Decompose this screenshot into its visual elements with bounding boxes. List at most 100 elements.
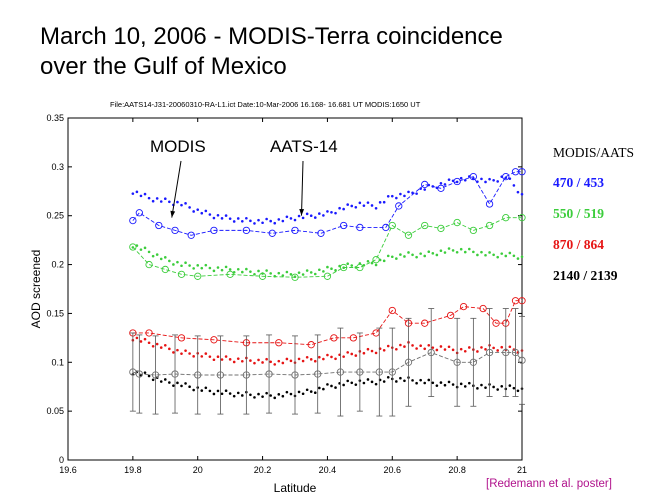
data-point-aats-2139 xyxy=(220,392,224,396)
data-point-aats-2139 xyxy=(516,389,520,393)
data-point-aats-519 xyxy=(382,259,386,263)
data-point-aats-864 xyxy=(508,345,512,349)
marker-modis-470 xyxy=(135,209,143,217)
data-point-aats-864 xyxy=(480,346,483,349)
data-point-aats-453 xyxy=(176,200,179,204)
data-point-aats-2139 xyxy=(261,395,264,398)
data-point-aats-519 xyxy=(318,268,321,272)
data-point-aats-2139 xyxy=(419,378,422,382)
data-point-aats-864 xyxy=(232,360,236,364)
data-point-aats-519 xyxy=(431,252,435,255)
data-point-aats-2139 xyxy=(212,392,216,396)
data-point-aats-2139 xyxy=(228,392,232,395)
data-point-aats-519 xyxy=(488,251,491,254)
marker-modis-870 xyxy=(518,297,526,305)
data-point-aats-2139 xyxy=(289,392,293,396)
data-point-aats-864 xyxy=(228,358,232,361)
data-point-aats-519 xyxy=(350,264,354,267)
data-point-aats-864 xyxy=(212,358,216,362)
data-point-aats-453 xyxy=(496,180,499,183)
marker-modis-2140 xyxy=(453,358,461,366)
data-point-aats-864 xyxy=(224,355,228,358)
data-point-aats-519 xyxy=(386,254,390,258)
data-point-aats-453 xyxy=(228,217,232,220)
data-point-aats-2139 xyxy=(200,389,204,392)
data-point-aats-519 xyxy=(309,271,313,274)
marker-modis-2140 xyxy=(265,370,273,378)
data-point-aats-519 xyxy=(370,261,374,265)
data-point-aats-453 xyxy=(184,202,187,205)
data-point-aats-864 xyxy=(419,344,422,348)
data-point-aats-519 xyxy=(176,260,179,264)
data-point-aats-864 xyxy=(269,360,272,364)
data-point-aats-864 xyxy=(395,347,398,351)
data-point-aats-864 xyxy=(386,344,390,348)
x-tick-label: 19.6 xyxy=(59,465,77,475)
data-point-aats-453 xyxy=(326,210,329,213)
data-point-aats-864 xyxy=(163,343,167,347)
data-point-aats-2139 xyxy=(281,394,285,398)
marker-modis-550 xyxy=(502,214,510,222)
data-point-aats-453 xyxy=(399,192,402,196)
data-point-aats-2139 xyxy=(313,391,317,395)
data-point-aats-453 xyxy=(366,201,370,204)
marker-modis-470 xyxy=(502,172,510,181)
data-point-aats-453 xyxy=(285,215,289,219)
data-point-aats-864 xyxy=(427,343,431,347)
data-point-aats-453 xyxy=(508,177,512,180)
data-point-aats-519 xyxy=(399,253,402,256)
data-point-aats-453 xyxy=(512,184,516,187)
data-point-aats-453 xyxy=(131,192,135,195)
data-point-aats-453 xyxy=(492,178,495,182)
data-point-aats-453 xyxy=(463,178,467,182)
data-point-aats-519 xyxy=(508,251,512,255)
data-point-aats-519 xyxy=(500,252,504,255)
data-point-aats-864 xyxy=(313,359,317,363)
data-point-aats-864 xyxy=(330,355,333,359)
data-point-aats-864 xyxy=(334,357,337,361)
marker-modis-470 xyxy=(171,226,179,235)
data-point-aats-864 xyxy=(415,347,418,350)
data-point-aats-453 xyxy=(163,197,167,201)
data-point-aats-519 xyxy=(455,250,459,254)
data-point-aats-864 xyxy=(281,361,285,365)
marker-modis-550 xyxy=(258,272,267,280)
y-tick-label: 0 xyxy=(59,455,64,465)
marker-modis-870 xyxy=(459,302,468,311)
data-point-aats-864 xyxy=(403,345,406,348)
data-point-aats-864 xyxy=(204,352,208,355)
marker-modis-2140 xyxy=(336,368,345,376)
data-point-aats-2139 xyxy=(496,388,499,391)
data-point-aats-2139 xyxy=(309,390,313,393)
data-point-aats-864 xyxy=(399,343,402,347)
data-point-aats-864 xyxy=(159,346,163,349)
data-point-aats-2139 xyxy=(232,394,236,398)
series-line-modis-550 xyxy=(132,217,522,278)
data-point-aats-2139 xyxy=(508,384,512,387)
marker-modis-870 xyxy=(145,329,153,337)
data-point-aats-864 xyxy=(362,351,366,355)
data-point-aats-453 xyxy=(322,214,325,217)
data-point-aats-519 xyxy=(415,255,418,259)
data-point-aats-519 xyxy=(184,261,187,265)
data-point-aats-453 xyxy=(261,221,264,225)
marker-modis-470 xyxy=(187,231,195,239)
data-point-aats-519 xyxy=(366,259,370,263)
data-point-aats-519 xyxy=(168,259,171,263)
x-tick-label: 21 xyxy=(517,465,527,475)
data-point-aats-864 xyxy=(382,348,386,352)
data-point-aats-2139 xyxy=(265,391,268,395)
data-point-aats-519 xyxy=(155,253,159,256)
data-point-aats-2139 xyxy=(326,383,329,386)
data-point-aats-2139 xyxy=(423,381,427,385)
marker-modis-550 xyxy=(161,265,169,274)
marker-modis-2140 xyxy=(129,368,137,376)
marker-modis-2140 xyxy=(485,348,494,357)
data-point-aats-2139 xyxy=(415,381,418,385)
data-point-aats-864 xyxy=(451,348,455,352)
data-point-aats-453 xyxy=(358,201,362,205)
data-point-aats-519 xyxy=(395,257,398,260)
data-point-aats-453 xyxy=(484,180,487,184)
data-point-aats-864 xyxy=(492,346,495,350)
data-point-aats-453 xyxy=(143,192,147,196)
